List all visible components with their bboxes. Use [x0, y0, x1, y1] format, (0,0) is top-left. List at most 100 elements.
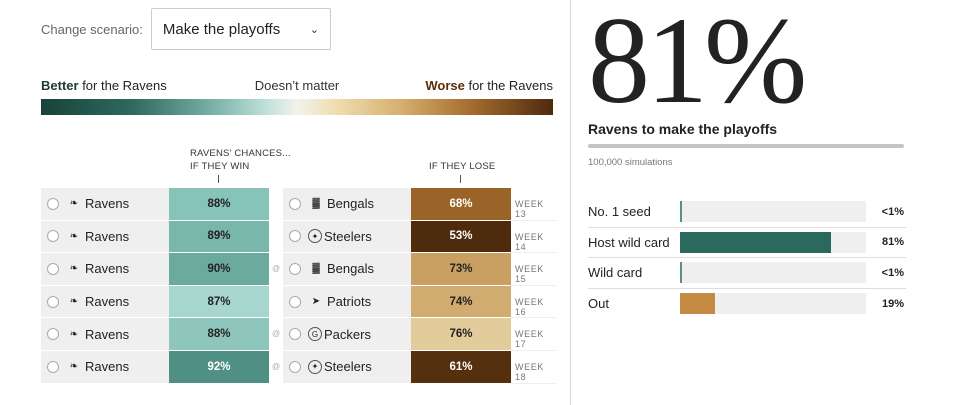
lose-chance-cell: 76%: [411, 318, 511, 350]
lose-column-header: IF THEY LOSE: [429, 161, 496, 172]
outcome-bar-track: [680, 231, 866, 253]
win-column-header-line2: IF THEY WIN: [190, 161, 250, 172]
scenario-label: Change scenario:: [41, 21, 143, 37]
outcome-label: Out: [588, 296, 609, 312]
team-radio[interactable]: [47, 360, 59, 373]
team-option[interactable]: ❧ Ravens: [41, 220, 169, 253]
ravens-logo-icon: ❧: [69, 230, 79, 242]
lose-column-tick: [460, 175, 461, 183]
opponent-name: Bengals: [327, 261, 374, 277]
outcome-value: <1%: [881, 266, 904, 279]
legend-better-bold: Better: [41, 78, 79, 93]
summary-subtitle: Ravens to make the playoffs: [588, 121, 778, 137]
simulations-count: 100,000 simulations: [588, 157, 673, 168]
away-marker: @: [272, 361, 281, 371]
legend-better: Better for the Ravens: [41, 78, 167, 93]
lose-chance-cell: 68%: [411, 188, 511, 220]
outcomes-chart: No. 1 seed <1% Host wild card 81% Wild c…: [588, 197, 906, 319]
summary-rule: [588, 144, 904, 148]
opponent-name: Patriots: [327, 294, 372, 310]
packers-logo-icon: G: [308, 327, 322, 342]
week-label: WEEK 18: [515, 361, 544, 382]
scenario-selected-value: Make the playoffs: [162, 20, 281, 38]
legend-worse-bold: Worse: [425, 78, 465, 93]
team-option[interactable]: ❧ Ravens: [41, 253, 169, 285]
lose-chance-cell: 61%: [411, 350, 511, 383]
opponent-name: Packers: [324, 326, 371, 342]
team-option[interactable]: ❧ Ravens: [41, 350, 169, 383]
team-name: Ravens: [85, 359, 130, 375]
opponent-option[interactable]: ▓ Bengals: [283, 188, 411, 220]
team-radio[interactable]: [47, 197, 59, 210]
opponent-radio[interactable]: [289, 262, 301, 275]
game-row: ❧ Ravens 89% ✦ Steelers 53% WEEK 14: [41, 220, 556, 254]
opponent-option[interactable]: ➤ Patriots: [283, 285, 411, 318]
ravens-logo-icon: ❧: [69, 328, 79, 340]
team-option[interactable]: ❧ Ravens: [41, 318, 169, 350]
week-divider: [511, 382, 556, 384]
game-row: ❧ Ravens 87% ➤ Patriots 74% WEEK 16: [41, 285, 556, 319]
opponent-radio[interactable]: [289, 295, 301, 308]
outcome-bar-track: [680, 292, 866, 314]
steelers-logo-icon: ✦: [308, 229, 322, 244]
opponent-option[interactable]: ✦ Steelers: [283, 220, 411, 253]
ravens-logo-icon: ❧: [69, 296, 79, 308]
opponent-radio[interactable]: [289, 360, 301, 373]
game-row: ❧ Ravens 90% @ ▓ Bengals 73% WEEK 15: [41, 253, 556, 286]
legend-better-rest: for the Ravens: [78, 78, 167, 93]
outcome-label: No. 1 seed: [588, 204, 651, 220]
ravens-logo-icon: ❧: [69, 361, 79, 373]
legend-worse-rest: for the Ravens: [464, 78, 553, 93]
summary-panel: 81% Ravens to make the playoffs 100,000 …: [588, 0, 918, 405]
opponent-option[interactable]: ✦ Steelers: [283, 350, 411, 383]
playoff-probability: 81%: [588, 0, 807, 129]
team-name: Ravens: [85, 261, 130, 277]
scenario-select[interactable]: Make the playoffs ⌄: [150, 8, 331, 50]
week-divider: [511, 317, 556, 319]
win-chance-cell: 89%: [169, 220, 269, 253]
ravens-logo-icon: ❧: [69, 263, 79, 275]
lose-chance-cell: 73%: [411, 253, 511, 285]
opponent-name: Steelers: [324, 228, 372, 244]
week-label: WEEK 17: [515, 329, 544, 350]
week-label: WEEK 16: [515, 296, 544, 317]
away-marker: @: [272, 264, 281, 274]
bengals-logo-icon: ▓: [312, 198, 320, 210]
color-legend-gradient: [41, 99, 553, 115]
week-label: WEEK 14: [515, 231, 544, 252]
outcome-bar-track: [680, 262, 866, 283]
opponent-option[interactable]: ▓ Bengals: [283, 253, 411, 285]
opponent-radio[interactable]: [289, 230, 301, 243]
opponent-name: Bengals: [327, 196, 374, 212]
team-option[interactable]: ❧ Ravens: [41, 285, 169, 318]
outcome-label: Host wild card: [588, 234, 670, 250]
outcome-bar-fill: [680, 292, 716, 314]
outcome-label: Wild card: [588, 265, 643, 281]
team-option[interactable]: ❧ Ravens: [41, 188, 169, 220]
week-divider: [511, 349, 556, 351]
team-radio[interactable]: [47, 230, 59, 243]
scenario-control: Change scenario: Make the playoffs ⌄: [41, 8, 331, 50]
away-marker: @: [272, 329, 281, 339]
team-radio[interactable]: [47, 328, 59, 341]
game-row: ❧ Ravens 92% @ ✦ Steelers 61% WEEK 18: [41, 350, 556, 384]
outcome-bar-fill: [680, 231, 831, 253]
team-name: Ravens: [85, 294, 130, 310]
week-divider: [511, 219, 556, 221]
opponent-radio[interactable]: [289, 328, 301, 341]
outcome-bar-track: [680, 201, 866, 222]
opponent-radio[interactable]: [289, 197, 301, 210]
legend-middle: Doesn’t matter: [254, 78, 340, 93]
outcome-row: Wild card <1%: [588, 258, 906, 289]
chevron-down-icon: ⌄: [309, 23, 319, 36]
team-name: Ravens: [85, 196, 130, 212]
outcome-bar-fill: [680, 262, 682, 283]
win-chance-cell: 90%: [169, 253, 269, 285]
team-radio[interactable]: [47, 295, 59, 308]
win-column-tick: [218, 175, 219, 183]
week-divider: [511, 284, 556, 286]
win-column-header-line1: RAVENS’ CHANCES...: [190, 148, 291, 159]
opponent-option[interactable]: G Packers: [283, 318, 411, 350]
team-radio[interactable]: [47, 262, 59, 275]
ravens-logo-icon: ❧: [69, 198, 79, 210]
